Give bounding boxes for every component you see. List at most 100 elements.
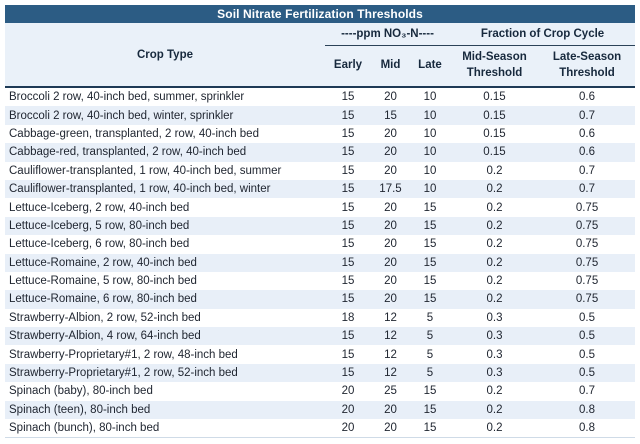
crop-type-cell: Strawberry-Proprietary#1, 2 row, 52-inch… [5,363,325,383]
table-row: Spinach (baby), 80-inch bed 20 25 15 0.2 0.7 [5,382,635,400]
table-row: Cauliflower-transplanted, 1 row, 40-inch… [5,179,636,199]
value-cell: 20 [384,238,397,251]
value-cell: 20 [371,290,410,309]
column-header-late: Late [410,45,450,88]
title-row: Soil Nitrate Fertilization Thresholds [5,5,636,23]
value-cell: 15 [341,127,355,140]
value-cell: 0.2 [486,238,503,251]
value-cell: 0.2 [486,275,503,288]
crop-type-cell: Spinach (bunch), 80-inch bed [9,422,160,435]
crop-type-cell: Lettuce-Iceberg, 6 row, 80-inch bed [9,238,190,251]
value-cell: 5 [410,327,450,346]
value-cell: 20 [384,127,397,140]
table-row: Broccoli 2 row, 40-inch bed, winter, spr… [5,106,636,125]
value-cell: 15 [341,275,355,288]
crop-type-cell: Lettuce-Romaine, 2 row, 40-inch bed [5,253,325,272]
value-cell: 12 [384,311,397,324]
value-cell: 0.75 [539,253,636,272]
value-cell: 0.2 [450,400,539,420]
value-cell: 10 [410,106,450,125]
value-cell: 15 [325,327,371,346]
crop-type-cell: Lettuce-Iceberg, 5 row, 80-inch bed [5,216,325,236]
crop-type-cell: Cauliflower-transplanted, 1 row, 40-inch… [9,164,282,177]
value-cell: 0.75 [539,290,636,309]
value-cell: 0.75 [575,275,599,288]
table-row: Lettuce-Iceberg, 2 row, 40-inch bed 15 20 1… [5,198,635,216]
value-cell: 20 [384,275,397,288]
value-cell: 0.5 [579,348,596,361]
column-header-mid-season-threshold: Mid-Season Threshold [450,45,539,88]
table-row: Strawberry-Proprietary#1, 2 row, 48-inch… [5,345,635,363]
crop-type-cell: Broccoli 2 row, 40-inch bed, winter, spr… [5,106,325,125]
value-cell: 0.75 [575,201,599,214]
crop-type-cell: Strawberry-Albion, 2 row, 52-inch bed [9,311,201,324]
value-cell: 0.8 [539,400,636,420]
value-cell: 10 [423,127,437,140]
table-row: Lettuce-Romaine, 6 row, 80-inch bed 15 20 1… [5,290,636,309]
value-cell: 15 [341,348,355,361]
value-cell: 15 [325,106,371,125]
value-cell: 15 [325,179,371,199]
value-cell: 0.3 [486,348,503,361]
crop-type-cell: Spinach (baby), 80-inch bed [9,385,153,398]
value-cell: 15 [341,164,355,177]
value-cell: 15 [423,385,437,398]
value-cell: 0.5 [539,363,636,383]
value-cell: 0.8 [579,422,596,435]
value-cell: 5 [426,348,434,361]
column-group-ppm-no3-n: ----ppm NO₃-N---- [325,23,450,46]
crop-type-cell: Cabbage-green, transplanted, 2 row, 40-i… [9,127,259,140]
value-cell: 20 [371,143,410,162]
value-cell: 0.75 [539,216,636,236]
value-cell: 0.2 [486,201,503,214]
value-cell: 10 [423,91,437,104]
table-row: Spinach (teen), 80-inch bed 20 20 15 0.2 0.8 [5,400,636,420]
value-cell: 0.7 [539,179,636,199]
column-header-late-season-threshold: Late-Season Threshold [539,45,636,88]
value-cell: 0.2 [486,164,503,177]
value-cell: 15 [341,201,355,214]
crop-type-cell: Cauliflower-transplanted, 1 row, 40-inch… [5,179,325,199]
value-cell: 15 [423,422,437,435]
value-cell: 0.3 [450,363,539,383]
value-cell: 15 [423,275,437,288]
value-cell: 15 [341,238,355,251]
value-cell: 5 [410,363,450,383]
value-cell: 15 [423,238,437,251]
table-row: Lettuce-Iceberg, 6 row, 80-inch bed 15 20 1… [5,235,635,253]
value-cell: 15 [410,400,450,420]
table-row: Strawberry-Proprietary#1, 2 row, 52-inch… [5,363,636,383]
value-cell: 15 [325,363,371,383]
value-cell: 0.3 [450,327,539,346]
value-cell: 10 [423,164,437,177]
table-title: Soil Nitrate Fertilization Thresholds [5,5,636,23]
value-cell: 0.6 [579,91,596,104]
value-cell: 20 [371,400,410,420]
column-header-mid: Mid [371,45,410,88]
value-cell: 0.75 [575,238,599,251]
value-cell: 15 [325,216,371,236]
table-body: Broccoli 2 row, 40-inch bed, summer, spr… [5,87,636,438]
value-cell: 10 [410,179,450,199]
value-cell: 15 [410,290,450,309]
crop-type-cell: Lettuce-Romaine, 6 row, 80-inch bed [5,290,325,309]
value-cell: 15 [325,143,371,162]
value-cell: 20 [325,400,371,420]
value-cell: 15 [325,290,371,309]
column-group-row: Crop Type ----ppm NO₃-N---- Fraction of … [5,23,636,88]
value-cell: 12 [371,363,410,383]
value-cell: 20 [371,216,410,236]
crop-type-cell: Cabbage-red, transplanted, 2 row, 40-inc… [5,143,325,162]
value-cell: 18 [341,311,355,324]
value-cell: 0.7 [539,106,636,125]
crop-type-cell: Strawberry-Albion, 4 row, 64-inch bed [5,327,325,346]
value-cell: 0.7 [579,385,596,398]
value-cell: 0.6 [539,143,636,162]
crop-type-cell: Broccoli 2 row, 40-inch bed, summer, spr… [9,91,245,104]
column-header-early: Early [325,45,371,88]
table-row: Lettuce-Romaine, 2 row, 40-inch bed 15 20 1… [5,253,636,272]
value-cell: 15 [410,253,450,272]
value-cell: 0.2 [450,253,539,272]
table-row: Broccoli 2 row, 40-inch bed, summer, spr… [5,87,635,106]
